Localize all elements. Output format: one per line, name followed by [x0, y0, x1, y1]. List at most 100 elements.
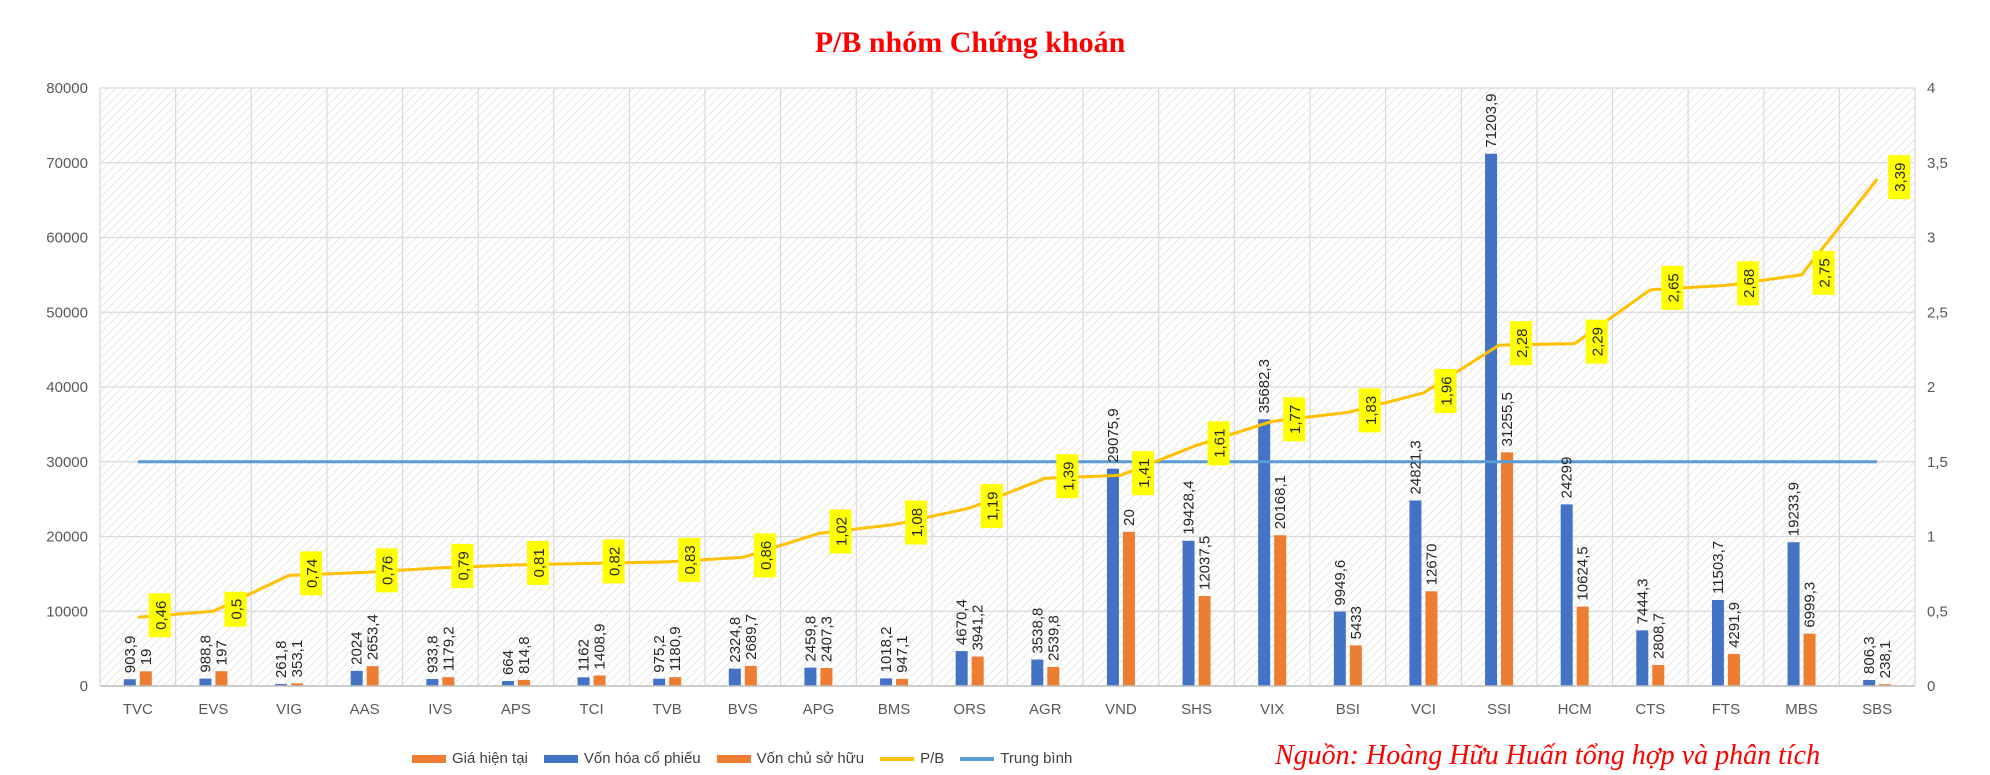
x-tick-label: APG	[803, 701, 835, 718]
pb-data-label: 2,65	[1661, 265, 1684, 310]
pb-label-text: 1,83	[1363, 396, 1380, 425]
data-label-von-chu-so-huu: 19	[138, 649, 155, 666]
bar-von-chu-so-huu	[1652, 665, 1665, 686]
pb-label-box	[1434, 368, 1457, 413]
pb-label-box	[829, 509, 852, 554]
y2-tick-label: 2	[1927, 379, 1935, 396]
pb-label-box	[1131, 451, 1154, 496]
pb-label-text: 2,75	[1817, 258, 1834, 287]
pb-label-text: 2,29	[1590, 327, 1607, 356]
x-tick-label: HCM	[1558, 701, 1592, 718]
pb-data-label: 3,39	[1888, 155, 1911, 200]
legend-label: Trung bình	[1000, 750, 1073, 767]
x-tick-label: IVS	[428, 701, 452, 718]
source-note: Nguồn: Hoàng Hữu Huấn tổng hợp và phân t…	[1275, 740, 1821, 771]
data-label-von-chu-so-huu: 5433	[1348, 606, 1365, 639]
y-tick-label: 70000	[46, 155, 88, 172]
data-label-von-chu-so-huu: 814,8	[516, 636, 533, 674]
data-label-von-chu-so-huu: 2653,4	[365, 614, 382, 660]
bar-von-hoa	[1711, 600, 1724, 686]
data-label-von-hoa: 7444,3	[1634, 578, 1651, 624]
x-tick-label: VND	[1105, 701, 1137, 718]
data-label-von-hoa: 19233,9	[1786, 482, 1803, 536]
bar-von-chu-so-huu	[1274, 535, 1287, 686]
pb-data-label: 1,83	[1358, 388, 1381, 433]
legend-item-pb: P/B	[880, 750, 944, 767]
y-tick-label: 80000	[46, 80, 88, 97]
x-tick-label: SHS	[1181, 701, 1212, 718]
x-tick-label: SSI	[1487, 701, 1511, 718]
legend-label: Vốn chủ sở hữu	[756, 750, 865, 767]
y2-tick-label: 2,5	[1927, 304, 1948, 321]
pb-data-label: 1,41	[1131, 451, 1154, 496]
pb-label-text: 0,86	[758, 541, 775, 570]
pb-data-label: 2,28	[1510, 321, 1533, 366]
bar-von-chu-so-huu	[1727, 653, 1740, 686]
data-label-von-hoa: 988,8	[197, 635, 214, 673]
pb-label-text: 1,08	[909, 508, 926, 537]
data-label-von-hoa: 933,8	[424, 635, 441, 673]
pb-label-text: 0,79	[455, 551, 472, 580]
bar-von-chu-so-huu	[215, 671, 228, 686]
x-tick-label: AAS	[350, 701, 380, 718]
bar-von-hoa	[1182, 540, 1195, 686]
data-label-von-hoa: 9949,6	[1332, 560, 1349, 606]
pb-label-text: 0,82	[607, 547, 624, 576]
data-label-von-chu-so-huu: 1180,9	[667, 626, 684, 671]
pb-label-box	[905, 500, 928, 545]
bar-von-chu-so-huu	[971, 656, 984, 686]
data-label-von-hoa: 3538,8	[1029, 608, 1046, 654]
y2-tick-label: 4	[1927, 80, 1935, 97]
data-label-von-chu-so-huu: 1408,9	[592, 624, 609, 670]
y-tick-label: 50000	[46, 304, 88, 321]
y-tick-label: 60000	[46, 230, 88, 247]
data-label-von-chu-so-huu: 10624,5	[1575, 546, 1592, 600]
pb-data-label: 0,82	[602, 539, 625, 584]
pb-label-box	[526, 540, 549, 585]
data-label-von-hoa: 35682,3	[1256, 359, 1273, 413]
bar-von-hoa	[1863, 679, 1876, 686]
data-label-von-hoa: 19428,4	[1181, 481, 1198, 535]
legend: Giá hiện tại Vốn hóa cổ phiếu Vốn chủ sở…	[412, 750, 1072, 767]
pb-label-text: 0,76	[380, 556, 397, 585]
data-label-von-hoa: 24299	[1559, 457, 1576, 499]
pb-label-box	[1207, 421, 1230, 466]
pb-label-box	[678, 537, 701, 582]
x-tick-label: BVS	[728, 701, 758, 718]
data-label-von-hoa: 29075,9	[1105, 408, 1122, 462]
bar-von-hoa	[350, 670, 363, 686]
data-label-von-chu-so-huu: 6999,3	[1802, 582, 1819, 628]
pb-label-box	[1358, 388, 1381, 433]
bar-von-chu-so-huu	[1879, 684, 1892, 686]
pb-data-label: 2,68	[1736, 261, 1759, 306]
pb-data-label: 2,29	[1585, 319, 1608, 364]
data-label-von-hoa: 806,3	[1861, 636, 1878, 674]
x-tick-label: MBS	[1785, 701, 1818, 718]
pb-data-label: 1,39	[1056, 454, 1079, 499]
pb-label-text: 1,77	[1287, 405, 1304, 434]
data-label-von-hoa: 261,8	[273, 640, 290, 678]
pb-data-label: 1,08	[905, 500, 928, 545]
pb-label-box	[980, 484, 1003, 529]
bar-von-hoa	[275, 684, 288, 686]
y2-tick-label: 0	[1927, 678, 1935, 695]
bar-von-chu-so-huu	[820, 668, 833, 686]
pb-data-label: 0,74	[300, 551, 323, 596]
bar-von-hoa	[804, 667, 817, 686]
data-label-von-chu-so-huu: 20168,1	[1272, 475, 1289, 529]
legend-label: P/B	[920, 750, 945, 767]
pb-data-label: 2,75	[1812, 250, 1835, 295]
x-tick-label: TCI	[579, 701, 603, 718]
data-label-von-hoa: 903,9	[122, 636, 139, 674]
pb-label-text: 1,41	[1136, 459, 1153, 488]
legend-item-von-chu-so-huu: Vốn chủ sở hữu	[716, 750, 865, 767]
y2-tick-label: 1,5	[1927, 454, 1948, 471]
bar-von-hoa	[1031, 659, 1044, 686]
bar-von-hoa	[1333, 611, 1346, 686]
bar-von-hoa	[1258, 419, 1271, 686]
data-label-von-hoa: 1018,2	[878, 626, 895, 672]
bar-von-hoa	[955, 651, 968, 686]
x-tick-label: VIG	[276, 701, 302, 718]
data-label-von-chu-so-huu: 238,1	[1877, 641, 1894, 679]
